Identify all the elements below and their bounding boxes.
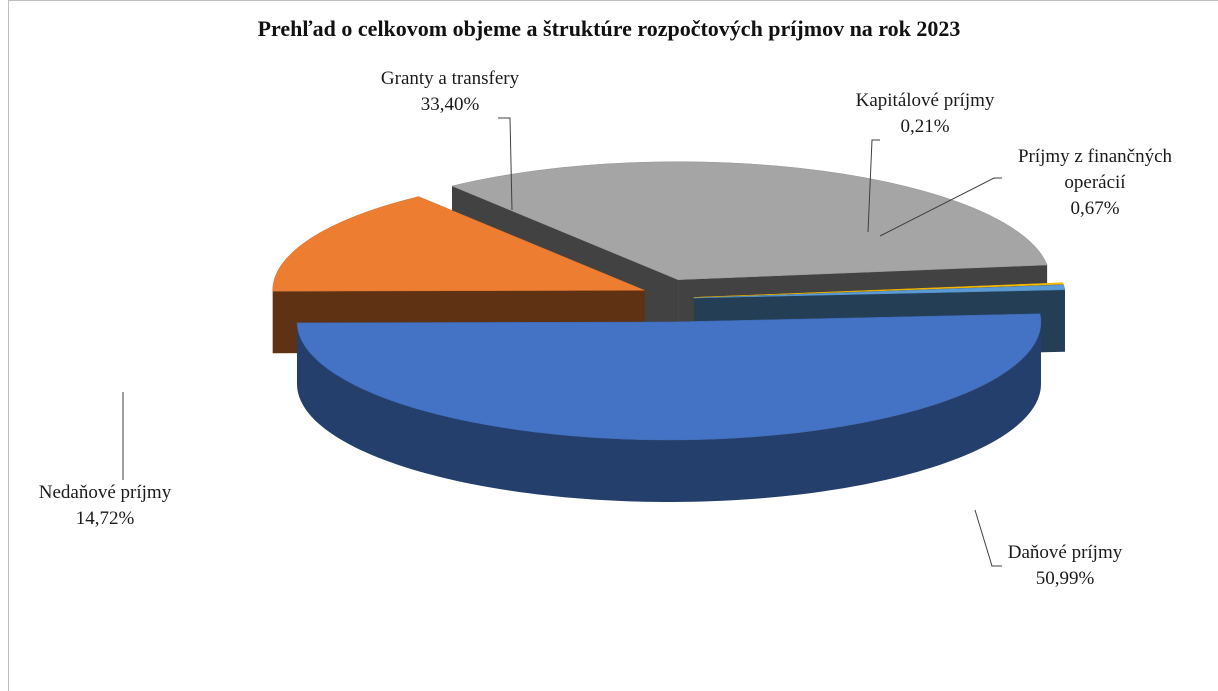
slice: [296, 313, 1042, 502]
chart-frame: [8, 0, 1218, 691]
category-label: Kapitálové príjmy: [855, 90, 995, 111]
data-label: Kapitálové príjmy 0,21%: [825, 88, 1025, 140]
slice-top: [693, 284, 1066, 299]
slice-top: [451, 161, 1048, 280]
category-label: Daňové príjmy: [1007, 542, 1123, 563]
value-label: 14,72%: [75, 508, 135, 529]
slice-top: [296, 313, 1042, 441]
category-label: Nedaňové príjmy: [38, 482, 172, 503]
leader-line: [974, 509, 1002, 567]
value-label: 33,40%: [420, 94, 480, 115]
slice-top: [272, 196, 645, 292]
data-label: Granty a transfery 33,40%: [350, 66, 550, 118]
leader-line: [867, 139, 880, 233]
data-label: Príjmy z finančných operácií 0,67%: [1003, 144, 1188, 222]
slice-side: [297, 322, 1041, 502]
slice-top: [693, 282, 1064, 298]
leader-line: [879, 177, 1002, 237]
value-label: 50,99%: [1035, 568, 1095, 589]
category-label: Príjmy z finančných operácií: [1017, 146, 1173, 193]
leader-line: [498, 117, 513, 211]
value-label: 0,67%: [1070, 198, 1120, 219]
value-label: 0,21%: [900, 116, 950, 137]
chart-title: Prehľad o celkovom objeme a štruktúre ro…: [257, 16, 961, 41]
slice: [272, 196, 645, 354]
data-label: Daňové príjmy 50,99%: [980, 540, 1150, 592]
data-label: Nedaňové príjmy 14,72%: [10, 480, 200, 532]
category-label: Granty a transfery: [380, 68, 520, 89]
